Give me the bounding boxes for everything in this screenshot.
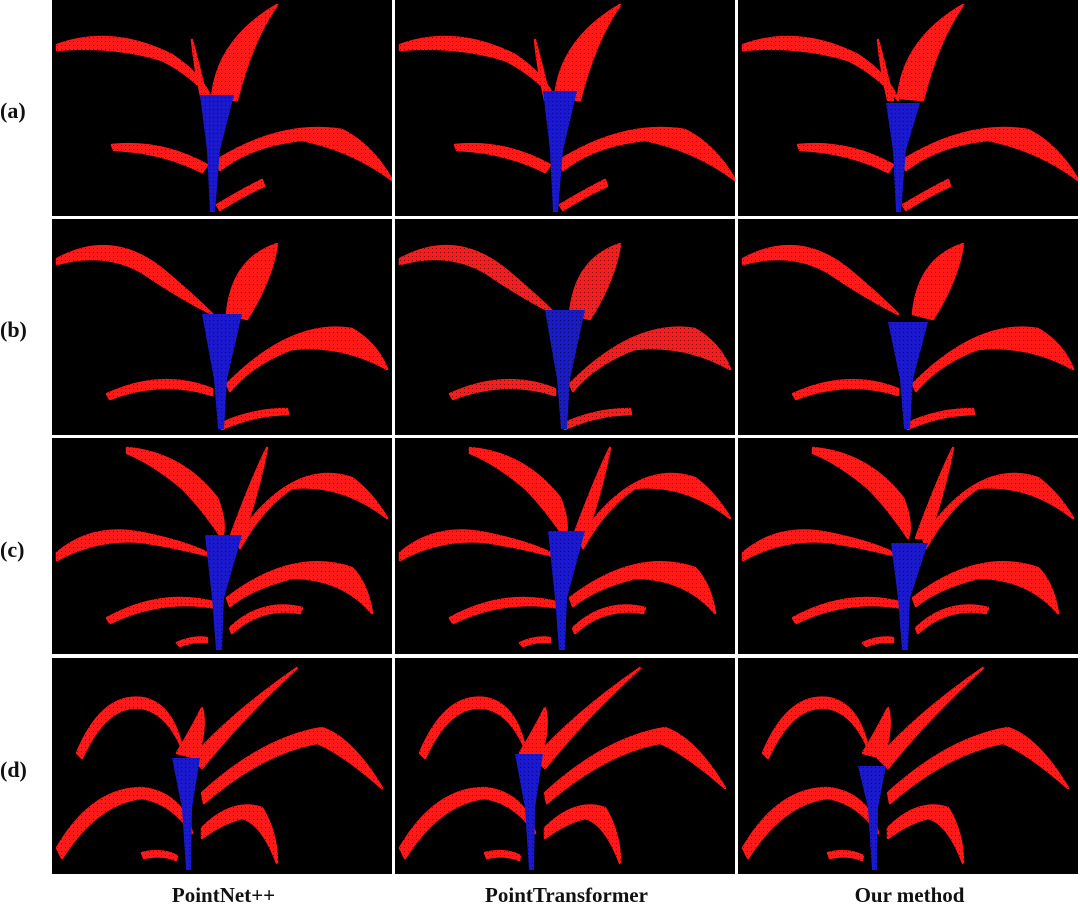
row-label-a: (a) — [0, 98, 26, 123]
point-cloud-panel-b-pointnet — [52, 219, 392, 435]
point-texture-overlay — [52, 0, 392, 216]
plant-point-cloud — [395, 658, 735, 874]
point-texture-overlay — [738, 0, 1078, 216]
plant-point-cloud — [738, 219, 1078, 435]
row-label-c: (c) — [0, 537, 25, 562]
plant-point-cloud — [52, 438, 392, 654]
plant-point-cloud — [52, 658, 392, 874]
column-label-pointnet: PointNet++ — [171, 883, 276, 907]
plant-point-cloud — [52, 219, 392, 435]
point-texture-overlay — [52, 658, 392, 874]
point-cloud-panel-d-pointtransformer — [395, 658, 735, 874]
point-cloud-panel-a-pointtransformer — [395, 0, 735, 216]
point-texture-overlay — [52, 438, 392, 654]
plant-point-cloud — [395, 219, 735, 435]
plant-point-cloud — [395, 438, 735, 654]
point-texture-overlay — [395, 0, 735, 216]
point-texture-overlay — [395, 658, 735, 874]
point-cloud-panel-b-our-method — [738, 219, 1078, 435]
plant-point-cloud — [738, 0, 1078, 216]
column-label-our-method: Our method — [854, 883, 965, 907]
point-cloud-panel-a-our-method — [738, 0, 1078, 216]
point-texture-overlay — [395, 438, 735, 654]
point-cloud-panel-a-pointnet — [52, 0, 392, 216]
point-cloud-panel-d-pointnet — [52, 658, 392, 874]
row-label-b: (b) — [0, 317, 27, 342]
point-texture-overlay — [738, 219, 1078, 435]
point-cloud-panel-c-our-method — [738, 438, 1078, 654]
plant-point-cloud — [738, 438, 1078, 654]
column-label-pointtransformer: PointTransformer — [485, 883, 648, 907]
point-cloud-panel-c-pointnet — [52, 438, 392, 654]
plant-point-cloud — [395, 0, 735, 216]
point-cloud-panel-b-pointtransformer — [395, 219, 735, 435]
point-texture-overlay — [738, 658, 1078, 874]
point-cloud-panel-d-our-method — [738, 658, 1078, 874]
point-texture-overlay — [52, 219, 392, 435]
plant-point-cloud — [738, 658, 1078, 874]
point-cloud-panel-c-pointtransformer — [395, 438, 735, 654]
row-label-d: (d) — [0, 757, 27, 782]
plant-point-cloud — [52, 0, 392, 216]
point-texture-overlay — [395, 219, 735, 435]
point-texture-overlay — [738, 438, 1078, 654]
